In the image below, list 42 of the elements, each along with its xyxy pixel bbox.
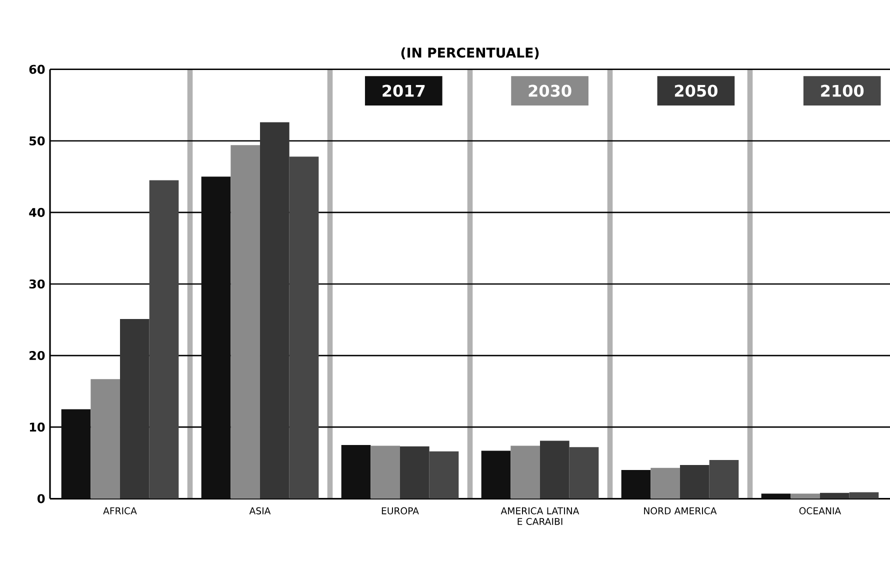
bar	[61, 409, 91, 499]
bar	[201, 176, 231, 499]
text: 2050	[674, 84, 718, 97]
bar	[370, 446, 400, 499]
bar	[429, 451, 459, 499]
y-tick-label: 40	[29, 208, 45, 217]
text: 2100	[821, 84, 864, 97]
bar	[820, 492, 850, 499]
x-tick-label: NORD AMERICA	[644, 507, 717, 514]
bar	[90, 379, 120, 499]
bar	[680, 465, 710, 499]
y-tick-label: 60	[29, 64, 45, 74]
text: 2030	[528, 84, 572, 97]
bar	[540, 440, 570, 499]
bar	[289, 156, 319, 499]
bar	[481, 450, 511, 499]
bar	[400, 446, 430, 499]
bar	[849, 492, 879, 499]
y-tick-label: 20	[30, 351, 45, 360]
bar	[260, 122, 290, 499]
x-tick-label: EUROPA	[382, 507, 419, 514]
bar	[621, 470, 651, 499]
x-tick-label: AMERICA LATINA E CARAIBI	[500, 507, 580, 525]
bar	[341, 444, 371, 499]
x-tick-label: AFRICA	[103, 507, 137, 514]
bar	[650, 468, 680, 499]
bar	[510, 446, 540, 499]
text: 2017	[382, 84, 425, 97]
bar	[569, 447, 599, 499]
y-tick-label: 30	[29, 279, 45, 289]
chart-title: (IN PERCENTUALE)	[401, 47, 539, 60]
y-tick-label: 10	[30, 422, 45, 432]
bar	[120, 319, 150, 499]
bar	[761, 494, 791, 499]
x-tick-label: OCEANIA	[799, 507, 842, 514]
bar	[230, 145, 260, 499]
bar	[149, 180, 179, 499]
y-tick-label: 50	[30, 136, 45, 146]
y-tick-label: 0	[38, 494, 45, 504]
bar	[709, 460, 739, 499]
bar	[790, 494, 820, 499]
x-tick-label: ASIA	[249, 507, 271, 514]
